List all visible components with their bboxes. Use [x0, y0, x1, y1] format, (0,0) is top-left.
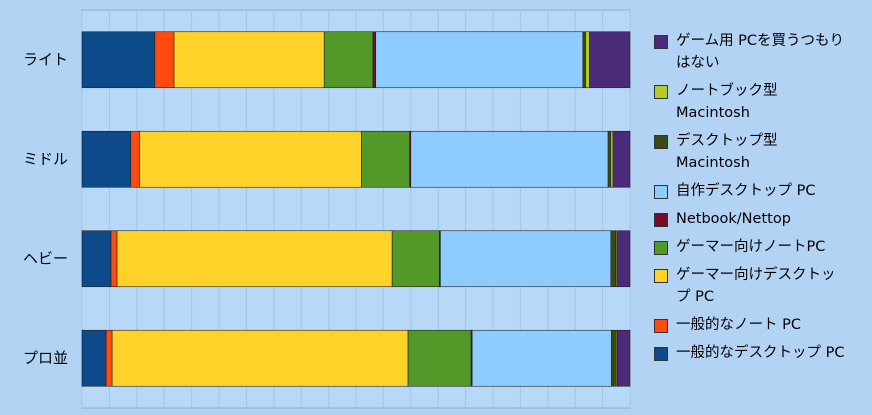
legend-swatch: [654, 35, 668, 49]
bar-segment: [607, 130, 612, 188]
legend-label: ゲーマー向けデスクトップ PC: [676, 267, 836, 305]
bar-segment: [407, 329, 472, 387]
bar-segment: [116, 230, 393, 288]
legend-label: Netbook/Nettop: [676, 211, 791, 227]
bar-segment: [611, 329, 617, 387]
bar-segment: [410, 130, 609, 188]
legend-item: 一般的なデスクトップ PC: [654, 342, 854, 364]
legend-swatch: [654, 213, 668, 227]
bar-segment: [139, 130, 362, 188]
y-tick-label: プロ並: [23, 349, 68, 367]
bar-segment: [612, 130, 631, 188]
legend-label: ゲーム用 PCを買うつもりはない: [676, 33, 845, 71]
bar-segment: [81, 329, 107, 387]
bar-segment: [81, 31, 156, 89]
legend-label: 一般的なデスクトップ PC: [676, 345, 845, 361]
legend-swatch: [654, 347, 668, 361]
bar-segment: [582, 31, 586, 89]
y-tick-label: ミドル: [23, 150, 68, 168]
bar-segment: [391, 230, 440, 288]
bar-segment: [616, 230, 631, 288]
legend-swatch: [654, 269, 668, 283]
legend-item: ゲーマー向けノートPC: [654, 236, 854, 258]
y-tick-label: ヘビー: [23, 249, 68, 267]
legend-label: デスクトップ型Macintosh: [676, 133, 778, 171]
legend-item: ゲーマー向けデスクトップ PC: [654, 264, 854, 308]
bar-segment: [361, 130, 411, 188]
legend-item: Netbook/Nettop: [654, 208, 854, 230]
legend-label: 自作デスクトップ PC: [676, 183, 816, 199]
legend-item: ノートブック型Macintosh: [654, 80, 854, 124]
bar-segment: [111, 329, 409, 387]
legend-swatch: [654, 319, 668, 333]
bar-segment: [617, 329, 631, 387]
bar-segment: [375, 31, 584, 89]
bar-segment: [585, 31, 590, 89]
y-tick-label: ライト: [23, 50, 68, 68]
legend: ゲーム用 PCを買うつもりはない ノートブック型Macintosh デスクトップ型M…: [654, 30, 854, 364]
bar-segment: [130, 130, 140, 188]
bar-segment: [610, 230, 617, 288]
bar-segment: [323, 31, 374, 89]
legend-item: ゲーム用 PCを買うつもりはない: [654, 30, 854, 74]
legend-item: 自作デスクトップ PC: [654, 180, 854, 202]
bar-segment: [440, 230, 612, 288]
bar-segment: [81, 130, 132, 188]
legend-label: ゲーマー向けノートPC: [676, 239, 826, 255]
legend-label: ノートブック型Macintosh: [676, 83, 778, 121]
legend-swatch: [654, 185, 668, 199]
bar-segment: [81, 230, 112, 288]
bar-segment: [589, 31, 631, 89]
legend-swatch: [654, 85, 668, 99]
legend-label: 一般的なノート PC: [676, 317, 801, 333]
legend-item: 一般的なノート PC: [654, 314, 854, 336]
bar-segment: [105, 329, 113, 387]
legend-swatch: [654, 241, 668, 255]
bar-segment: [110, 230, 118, 288]
legend-swatch: [654, 135, 668, 149]
bar-segment: [154, 31, 175, 89]
bar-segment: [610, 130, 614, 188]
legend-item: デスクトップ型Macintosh: [654, 130, 854, 174]
bar-segment: [471, 329, 612, 387]
bar-segment: [372, 31, 377, 89]
bar-segment: [173, 31, 325, 89]
